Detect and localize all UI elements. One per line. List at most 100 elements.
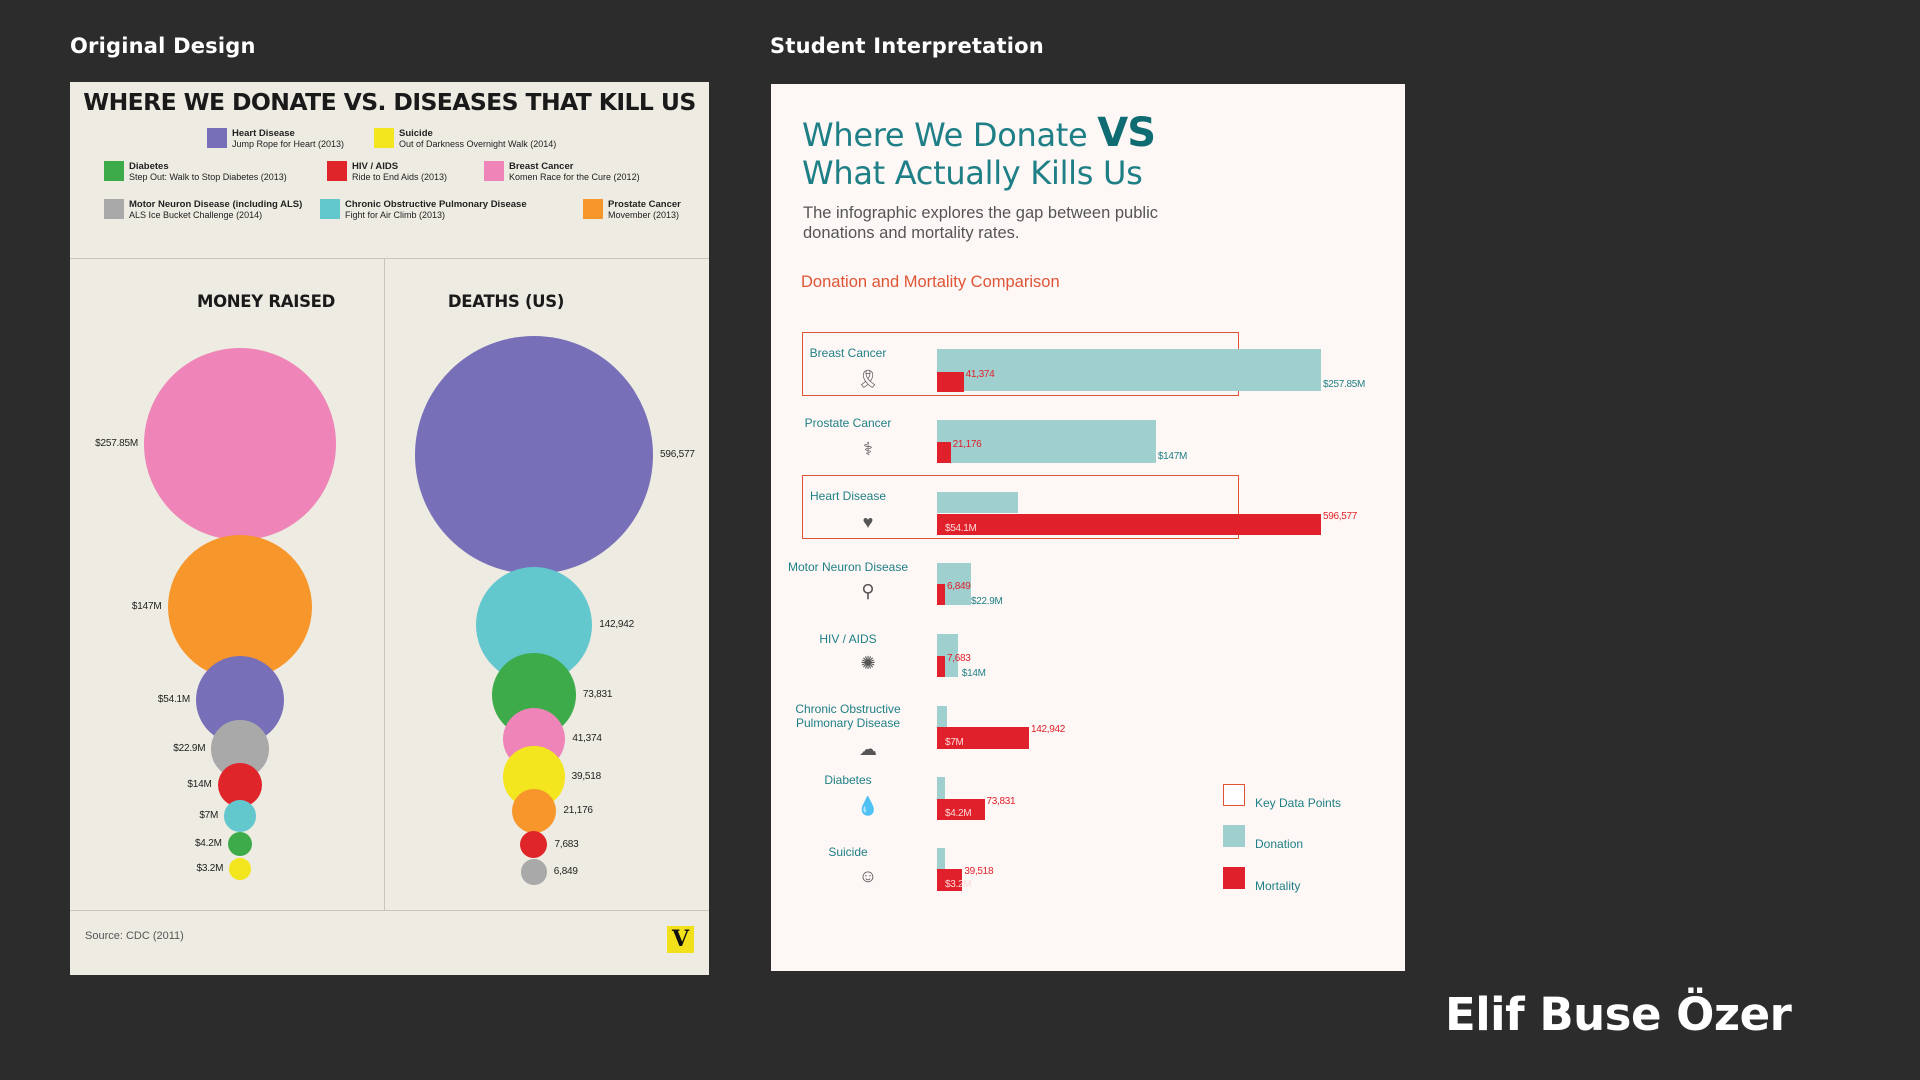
legend-disease-name: Diabetes [129, 161, 169, 172]
legend-campaign: Movember (2013) [608, 210, 680, 220]
deaths-bubble-prostate-cancer [511, 788, 557, 834]
legend-label-donation: Donation [1255, 837, 1304, 851]
money-bubble-chronic-obstructive-pulmonary-disease [224, 800, 256, 832]
author-name: Elif Buse Özer [1445, 988, 1792, 1041]
legend-campaign: Komen Race for the Cure (2012) [509, 172, 640, 182]
deaths-value-label: 39,518 [571, 771, 602, 782]
motor-neuron-disease-icon: ⚲ [861, 581, 875, 601]
legend-campaign: Step Out: Walk to Stop Diabetes (2013) [129, 172, 287, 182]
disease-label-hiv-aids: HIV / AIDS [819, 632, 877, 646]
legend-campaign: Ride to End Aids (2013) [352, 172, 448, 182]
legend-campaign: Jump Rope for Heart (2013) [232, 139, 345, 149]
hiv-aids-icon: ✺ [860, 653, 876, 673]
mortality-value-label: 39,518 [964, 866, 994, 877]
deaths-bubble-heart-disease [415, 336, 653, 574]
donation-bar-heart-disease [937, 492, 1018, 513]
money-value-label: $257.85M [95, 438, 138, 449]
title-line-2: What Actually Kills Us [802, 154, 1143, 192]
student-interpretation-label: Student Interpretation [770, 34, 1044, 58]
donation-value-label: $3.2M [945, 879, 972, 890]
student-title: Where We Donate VS What Actually Kills U… [802, 113, 1156, 192]
money-bubble-suicide [229, 858, 251, 880]
legend-text: Heart Disease Jump Rope for Heart (2013) [232, 128, 344, 150]
legend-item-hiv-aids: HIV / AIDS Ride to End Aids (2013) [327, 161, 447, 183]
legend-item-motor-neuron-disease-including-als: Motor Neuron Disease (including ALS) ALS … [104, 199, 302, 221]
money-bubble-hiv-aids [217, 762, 263, 808]
deaths-bubble-motor-neuron-disease-including-als [521, 859, 547, 885]
legend-swatch [104, 161, 124, 181]
legend-text: HIV / AIDS Ride to End Aids (2013) [352, 161, 447, 183]
highlight-box-heart-disease [802, 475, 1239, 539]
legend-swatch [583, 199, 603, 219]
deaths-bubble-hiv-aids [520, 831, 548, 859]
money-bubble-prostate-cancer [167, 534, 313, 680]
money-bubble-diabetes [227, 831, 253, 857]
title-line-1: Where We Donate [802, 116, 1088, 154]
student-subtitle: The infographic explores the gap between… [803, 204, 1158, 242]
legend-divider [70, 258, 709, 259]
legend-campaign: Out of Darkness Overnight Walk (2014) [399, 139, 557, 149]
mortality-value-label: 142,942 [1031, 724, 1066, 735]
chart-section-title: Donation and Mortality Comparison [801, 273, 1060, 291]
disease-label-suicide: Suicide [828, 845, 868, 859]
deaths-value-label: 7,683 [554, 839, 579, 850]
legend-item-breast-cancer: Breast Cancer Komen Race for the Cure (20… [484, 161, 640, 183]
legend-text: Suicide Out of Darkness Overnight Walk (2… [399, 128, 556, 150]
deaths-value-label: 142,942 [599, 619, 634, 630]
publisher-logo: V [667, 926, 694, 953]
disease-label-diabetes: Diabetes [824, 773, 872, 787]
mortality-value-label: 41,374 [965, 369, 995, 380]
mortality-bar-diabetes [937, 799, 985, 820]
legend-swatch [320, 199, 340, 219]
deaths-value-label: 41,374 [572, 733, 602, 744]
legend-item-chronic-obstructive-pulmonary-disease: Chronic Obstructive Pulmonary Disease Fig… [320, 199, 527, 221]
money-value-label: $3.2M [196, 863, 224, 874]
donation-value-label: $4.2M [945, 808, 972, 819]
mortality-bar-chronic-obstructive-pulmonary-disease [937, 727, 1029, 749]
donation-value-label: $7M [945, 737, 964, 748]
money-value-label: $147M [131, 601, 162, 612]
legend-swatch [207, 128, 227, 148]
legend-item-heart-disease: Heart Disease Jump Rope for Heart (2013) [207, 128, 344, 150]
money-value-label: $4.2M [194, 838, 222, 849]
mortality-bar-suicide [937, 869, 963, 891]
legend-disease-name: Heart Disease [232, 128, 295, 139]
original-title: WHERE WE DONATE VS. DISEASES THAT KILL U… [83, 88, 696, 116]
legend-disease-name: Motor Neuron Disease (including ALS) [129, 199, 303, 210]
disease-label-breast-cancer: Breast Cancer [809, 346, 887, 360]
donation-value-label: $22.9M [971, 596, 1003, 607]
mortality-bar-prostate-cancer [937, 442, 951, 463]
legend-text: Diabetes Step Out: Walk to Stop Diabetes … [129, 161, 287, 183]
legend-text: Motor Neuron Disease (including ALS) ALS … [129, 199, 302, 221]
legend-label-key-data-points: Key Data Points [1255, 796, 1342, 810]
legend-swatch [374, 128, 394, 148]
deaths-header: DEATHS (US) [447, 292, 565, 311]
legend-swatch-mortality [1223, 867, 1245, 889]
legend-item-diabetes: Diabetes Step Out: Walk to Stop Diabetes … [104, 161, 287, 183]
mortality-bar-motor-neuron-disease [937, 584, 945, 605]
legend-swatch [484, 161, 504, 181]
legend-item-suicide: Suicide Out of Darkness Overnight Walk (2… [374, 128, 556, 150]
breast-cancer-icon: 🎗 [856, 369, 880, 389]
suicide-icon: ☺ [858, 866, 878, 886]
column-divider [384, 258, 385, 910]
legend-swatch [104, 199, 124, 219]
heart-disease-icon: ♥ [862, 512, 874, 532]
legend-item-prostate-cancer: Prostate Cancer Movember (2013) [583, 199, 681, 221]
money-raised-header: MONEY RAISED [196, 292, 336, 311]
donation-value-label: $257.85M [1323, 379, 1366, 390]
legend-text: Prostate Cancer Movember (2013) [608, 199, 681, 221]
money-value-label: $54.1M [157, 694, 191, 705]
donation-value-label: $147M [1157, 451, 1187, 462]
mortality-bar-heart-disease [937, 514, 1321, 535]
donation-bar-diabetes [937, 777, 945, 820]
legend-disease-name: Chronic Obstructive Pulmonary Disease [345, 199, 527, 210]
mortality-value-label: 21,176 [952, 439, 982, 450]
footer-divider [70, 910, 709, 911]
original-design-panel: WHERE WE DONATE VS. DISEASES THAT KILL U… [70, 82, 709, 975]
legend-campaign: ALS Ice Bucket Challenge (2014) [129, 210, 263, 220]
mortality-bar-breast-cancer [937, 372, 964, 392]
student-interpretation-panel: Where We Donate VS What Actually Kills U… [771, 84, 1405, 971]
disease-label-heart-disease: Heart Disease [809, 489, 887, 503]
diabetes-icon: 💧 [856, 796, 880, 816]
